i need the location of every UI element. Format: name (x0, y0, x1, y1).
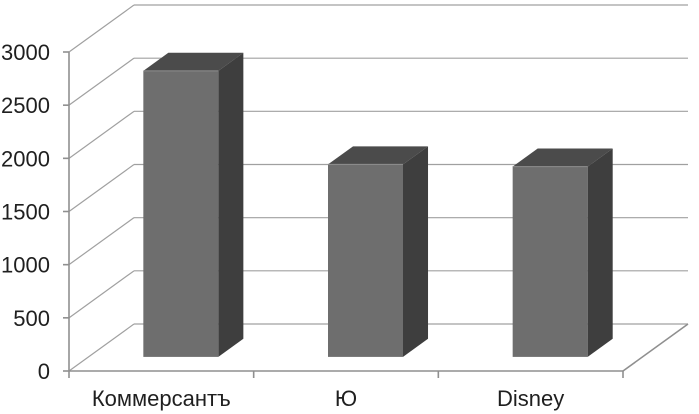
x-category-label: Ю (335, 386, 357, 411)
y-tick-label: 2500 (1, 93, 50, 118)
y-gridline-diagonal (68, 270, 135, 319)
bar-front-face (512, 166, 588, 357)
x-category-label: Коммерсантъ (92, 386, 231, 411)
bar-side-face (403, 146, 429, 357)
y-tick-label: 500 (13, 306, 50, 331)
x-category-label: Disney (497, 386, 564, 411)
y-tick-label: 1000 (1, 253, 50, 278)
y-tick-label: 0 (38, 359, 50, 384)
y-gridline-diagonal (68, 110, 135, 159)
bar-top-face (143, 52, 244, 71)
bar-front-face (328, 164, 403, 357)
y-gridline-diagonal (68, 164, 135, 212)
y-gridline-diagonal (68, 323, 135, 372)
labels-group: 0 500 1000 1500 2000 2500 3000 Коммерсантъ Ю Disn… (1, 40, 564, 411)
bar-side-face (218, 52, 244, 357)
bar-1 (143, 52, 244, 357)
bar-3 (512, 148, 613, 357)
bar-top-face (512, 148, 613, 167)
bars-group (143, 52, 613, 357)
bar-side-face (587, 148, 613, 357)
y-tick-label: 3000 (1, 40, 50, 65)
floor-right-edge (622, 323, 689, 372)
y-gridline-diagonal (68, 217, 135, 266)
bar-front-face (143, 70, 219, 357)
y-gridline-diagonal (68, 57, 135, 106)
y-gridline-diagonal (68, 4, 135, 53)
y-tick-label: 1500 (1, 200, 50, 225)
axes-group (63, 51, 689, 378)
y-tick-label: 2000 (1, 146, 50, 171)
bar-top-face (328, 146, 429, 165)
bar-2 (328, 146, 429, 357)
